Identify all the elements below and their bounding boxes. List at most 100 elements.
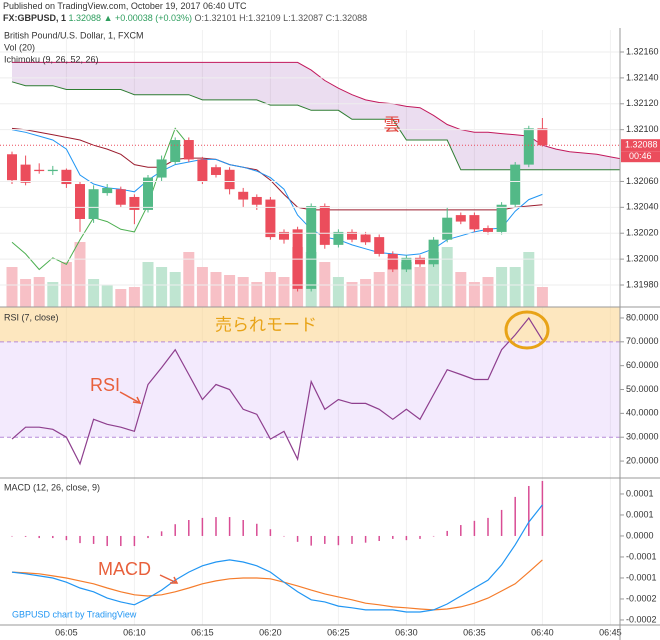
candle-body [265, 199, 276, 238]
histogram-bar [228, 517, 231, 536]
candle-body [347, 231, 357, 240]
histogram-bar [446, 530, 448, 536]
candle-body [88, 189, 99, 219]
histogram-bar [24, 535, 27, 537]
volume-bar [128, 287, 140, 307]
cloud-fill [12, 62, 620, 170]
volume-bar [455, 272, 467, 307]
macd-annotation: MACD [98, 559, 151, 579]
histogram-bar [528, 485, 530, 536]
published-line: Published on TradingView.com, October 19… [3, 1, 246, 12]
histogram-bar [324, 535, 326, 544]
candle-body [483, 228, 493, 232]
y-tick-label: 1.32040 [626, 202, 659, 212]
y-tick-label: 1.32100 [626, 124, 659, 134]
histogram-bar [432, 535, 435, 537]
histogram-bar [460, 525, 462, 536]
y-tick-label: -0.0002 [626, 614, 657, 624]
last-price-box [621, 139, 660, 152]
candle-body [211, 167, 221, 175]
y-tick-label: 0.0000 [626, 530, 654, 540]
histogram-bar [283, 535, 285, 537]
histogram-bar [514, 496, 516, 536]
histogram-bar [160, 531, 163, 536]
y-tick-label: 80.0000 [626, 312, 659, 322]
volume-bar [6, 267, 18, 307]
y-tick-label: 1.31980 [626, 279, 659, 289]
x-tick-label: 06:15 [191, 627, 214, 637]
histogram-bar [38, 535, 40, 539]
histogram-bar [147, 535, 149, 539]
quote-line: FX:GBPUSD, 1 1.32088 ▲ +0.00038 (+0.03%)… [3, 13, 367, 24]
candle-body [401, 257, 412, 270]
volume-bar [373, 272, 385, 307]
macd-arrow [159, 574, 178, 584]
histogram-bar [337, 535, 340, 546]
volume-bar [441, 247, 453, 307]
y-tick-label: 60.0000 [626, 360, 659, 370]
x-tick-label: 06:30 [395, 627, 418, 637]
volume-bar [251, 282, 263, 307]
volume-bar [509, 267, 521, 307]
volume-bar [387, 257, 399, 307]
candle-body [115, 189, 126, 205]
candle-body [510, 164, 521, 205]
macd-title: MACD (12, 26, close, 9) [4, 482, 100, 492]
volume-bar [332, 277, 344, 307]
y-tick-label: 20.0000 [626, 455, 659, 465]
candle-body [47, 169, 58, 172]
volume-bar [278, 277, 290, 307]
x-tick-label: 06:10 [123, 627, 146, 637]
candle-body [129, 196, 140, 210]
volume-bar [20, 279, 32, 307]
histogram-bar [106, 535, 108, 547]
ohlc: O:1.32101 H:1.32109 L:1.32087 C:1.32088 [194, 13, 368, 23]
volume-bar [496, 267, 508, 307]
span-b-line [12, 61, 620, 160]
histogram-bar [120, 535, 122, 547]
panel [0, 307, 620, 466]
volume-bar [264, 272, 276, 307]
histogram-bar [351, 535, 353, 544]
x-tick-label: 06:45 [599, 627, 622, 637]
candle-body [428, 239, 439, 265]
candle-body [279, 231, 289, 240]
candle-body [20, 164, 31, 183]
y-tick-label: 1.32160 [626, 46, 659, 56]
candle-body [143, 177, 153, 210]
histogram-bar [378, 535, 380, 541]
published: Published on TradingView.com, October 19… [3, 1, 247, 11]
volume-bar [101, 285, 113, 307]
candle-body [170, 140, 181, 163]
histogram-bar [405, 535, 408, 541]
candle-body [469, 215, 480, 230]
volume-bar [224, 275, 236, 307]
x-tick-label: 06:20 [259, 627, 282, 637]
ichimoku-title: Ichimoku (9, 26, 52, 26) [4, 54, 99, 64]
highlight-circle [504, 310, 550, 350]
x-tick-label: 06:05 [55, 627, 78, 637]
symbol-title: British Pound/U.S. Dollar, 1, FXCM [4, 30, 144, 40]
rsi-arrow-head [132, 396, 142, 404]
candle-body [251, 196, 262, 205]
x-tick-label: 06:40 [531, 627, 554, 637]
volume-bar [183, 252, 195, 307]
histogram-bar [79, 535, 81, 544]
candle-body [238, 191, 249, 200]
candle-body [319, 206, 330, 245]
volume-title: Vol (20) [4, 42, 35, 52]
y-tick-label: 30.0000 [626, 432, 659, 442]
histogram-bar [364, 535, 367, 543]
volume-bar [523, 252, 535, 307]
y-tick-label: 50.0000 [626, 384, 659, 394]
y-tick-label: 1.32000 [626, 253, 659, 263]
histogram-bar [487, 517, 489, 536]
macd-arrow-head [170, 576, 179, 584]
histogram-bar [256, 523, 258, 536]
signal-line [11, 559, 543, 611]
y-tick-label: -0.0002 [626, 593, 657, 603]
candle-body [537, 128, 548, 146]
histogram-bar [174, 524, 176, 536]
candle-body [442, 217, 453, 240]
candle-body [306, 206, 317, 289]
